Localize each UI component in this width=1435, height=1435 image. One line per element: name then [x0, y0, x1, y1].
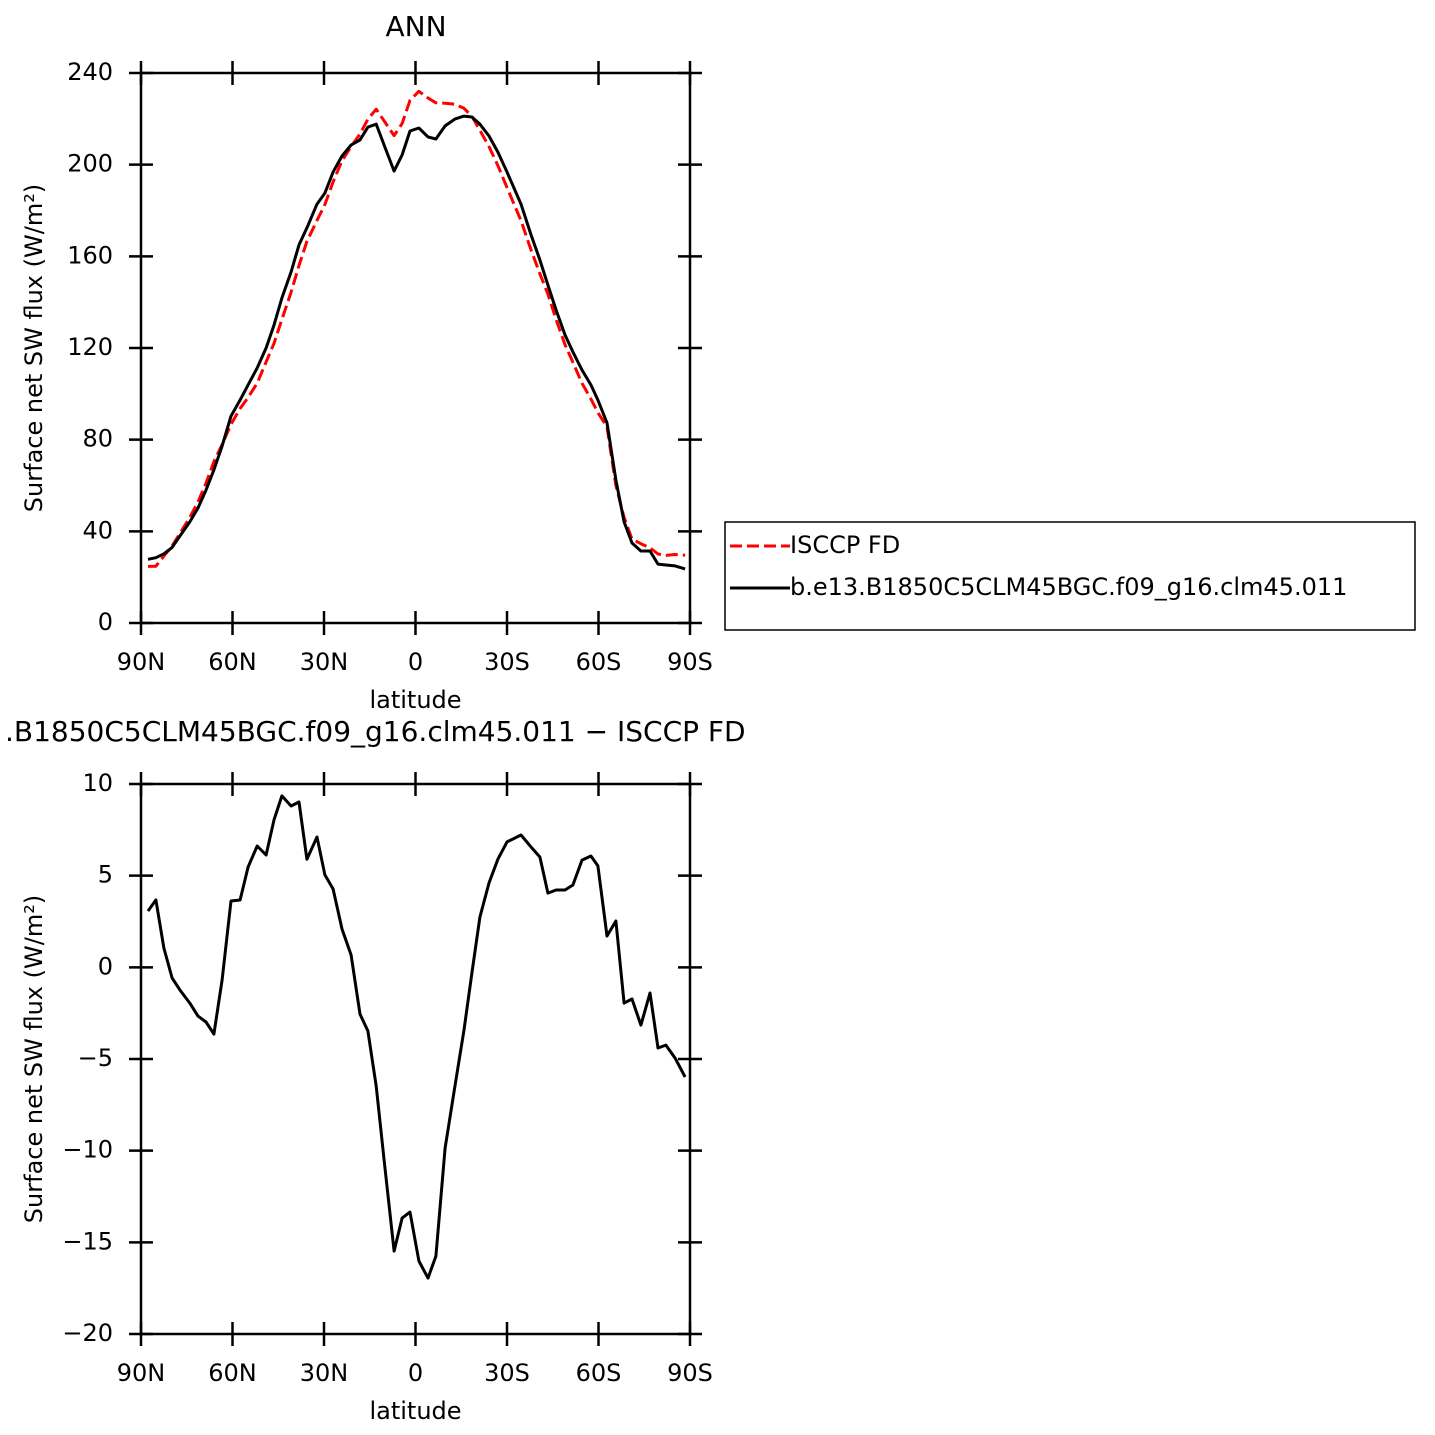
y-tick-label: 10 — [82, 769, 113, 797]
x-axis-label: latitude — [369, 1397, 461, 1425]
y-tick-label: 5 — [98, 861, 113, 889]
y-tick-label: −10 — [62, 1136, 113, 1164]
chart-title: .B1850C5CLM45BGC.f09_g16.clm45.011 − ISC… — [5, 715, 746, 748]
data-line — [146, 794, 687, 1280]
legend-label: ISCCP FD — [790, 531, 900, 559]
x-tick-label: 0 — [408, 648, 423, 676]
y-axis-label: Surface net SW flux (W/m²) — [20, 184, 48, 512]
x-tick-label: 60S — [576, 648, 622, 676]
x-tick-label: 90N — [117, 1359, 166, 1387]
chart-title: ANN — [385, 10, 446, 43]
y-tick-label: 40 — [82, 516, 113, 544]
legend-label: b.e13.B1850C5CLM45BGC.f09_g16.clm45.011 — [790, 573, 1347, 601]
x-tick-label: 90N — [117, 648, 166, 676]
x-tick-label: 90S — [667, 1359, 713, 1387]
data-line — [147, 89, 686, 568]
x-tick-label: 30S — [484, 1359, 530, 1387]
y-tick-label: 200 — [67, 150, 113, 178]
y-tick-label: 0 — [98, 608, 113, 636]
x-tick-label: 30N — [300, 648, 349, 676]
x-tick-label: 60S — [576, 1359, 622, 1387]
legend-box — [724, 521, 1416, 631]
x-axis-label: latitude — [369, 686, 461, 714]
x-tick-label: 30S — [484, 648, 530, 676]
x-tick-label: 60N — [208, 1359, 257, 1387]
y-axis-label: Surface net SW flux (W/m²) — [20, 895, 48, 1223]
y-tick-label: −20 — [62, 1319, 113, 1347]
data-line — [147, 114, 686, 571]
y-tick-label: 240 — [67, 58, 113, 86]
y-tick-label: 160 — [67, 241, 113, 269]
y-tick-label: 120 — [67, 333, 113, 361]
plot-frame — [139, 71, 692, 625]
x-tick-label: 90S — [667, 648, 713, 676]
x-tick-label: 30N — [300, 1359, 349, 1387]
x-tick-label: 0 — [408, 1359, 423, 1387]
y-tick-label: 0 — [98, 952, 113, 980]
plot-frame — [139, 782, 692, 1336]
y-tick-label: 80 — [82, 425, 113, 453]
y-tick-label: −5 — [78, 1044, 113, 1072]
x-tick-label: 60N — [208, 648, 257, 676]
y-tick-label: −15 — [62, 1227, 113, 1255]
